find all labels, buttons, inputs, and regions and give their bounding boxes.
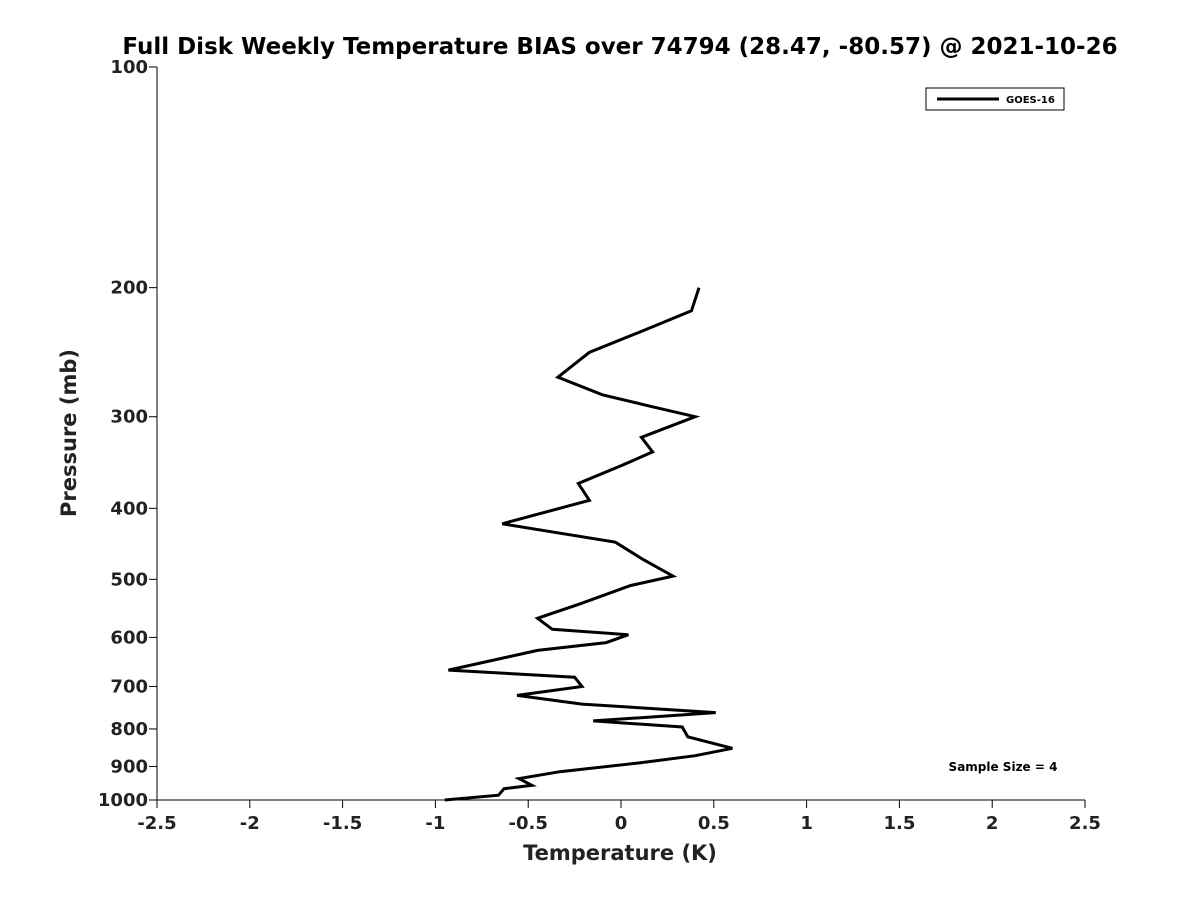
x-tick-label: 1 <box>800 813 813 834</box>
y-tick-label: 900 <box>110 756 148 777</box>
legend: GOES-16 <box>925 87 1065 111</box>
y-tick-label: 500 <box>110 569 148 590</box>
x-tick-label: -1 <box>425 813 445 834</box>
x-tick-label: 2 <box>986 813 999 834</box>
x-tick-label: 2.5 <box>1069 813 1101 834</box>
y-tick-label: 600 <box>110 627 148 648</box>
x-axis-label: Temperature (K) <box>523 841 717 865</box>
series-group <box>444 287 733 802</box>
x-tick-label: -0.5 <box>509 813 548 834</box>
y-tick-label: 800 <box>110 719 148 740</box>
y-tick-label: 100 <box>110 57 148 78</box>
x-tick-label: 0 <box>615 813 628 834</box>
y-tick-label: 1000 <box>98 790 148 811</box>
axes <box>156 67 1085 801</box>
x-tick-label: 0.5 <box>698 813 730 834</box>
x-tick-label: -1.5 <box>323 813 362 834</box>
y-axis-ticks: 100 200 300 400 500 600 700 800 900 1000 <box>98 57 157 811</box>
x-tick-label: -2 <box>240 813 260 834</box>
sample-size-annotation: Sample Size = 4 <box>949 760 1058 774</box>
x-tick-label: 1.5 <box>883 813 915 834</box>
y-tick-label: 200 <box>110 278 148 299</box>
y-axis-label: Pressure (mb) <box>57 349 81 517</box>
y-tick-label: 700 <box>110 676 148 697</box>
chart-title: Full Disk Weekly Temperature BIAS over 7… <box>122 34 1117 60</box>
x-axis-ticks: -2.5 -2 -1.5 -1 -0.5 0 0.5 1 1.5 2 2.5 <box>137 800 1101 834</box>
legend-label-goes-16: GOES-16 <box>1006 95 1055 106</box>
y-tick-label: 300 <box>110 407 148 428</box>
series-line-goes-16 <box>444 287 733 802</box>
x-tick-label: -2.5 <box>137 813 176 834</box>
y-tick-label: 400 <box>110 498 148 519</box>
